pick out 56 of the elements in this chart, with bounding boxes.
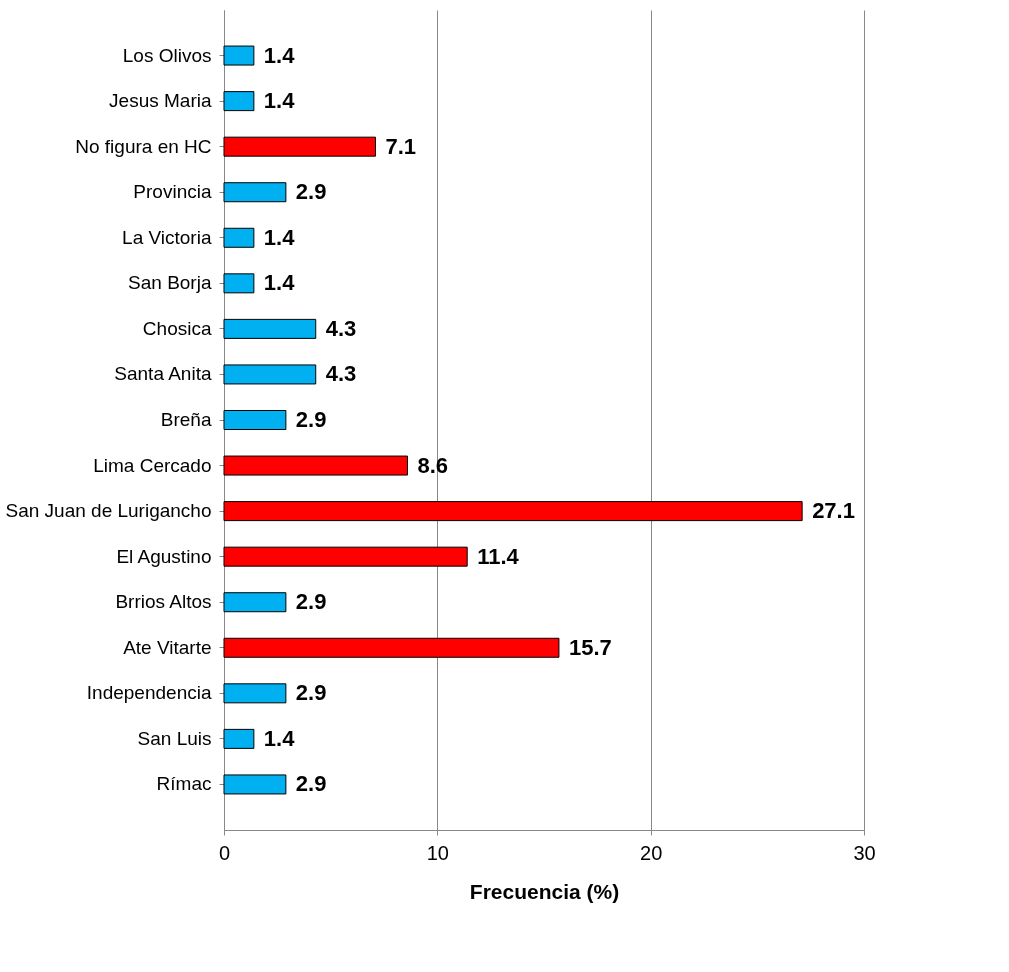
y-tick-label: Jesus Maria — [109, 90, 212, 112]
data-label: 2.9 — [295, 771, 327, 797]
x-tick-label: 30 — [853, 841, 876, 864]
bar — [223, 182, 287, 203]
y-tick-label: San Juan de Lurigancho — [5, 500, 212, 522]
y-tick-label: Lima Cercado — [93, 454, 212, 476]
data-label: 1.4 — [263, 42, 296, 68]
data-label: 4.3 — [325, 315, 357, 341]
bar — [223, 364, 317, 385]
y-tick-label: Rímac — [156, 773, 212, 795]
bar — [223, 728, 255, 749]
x-tick-label: 0 — [218, 841, 231, 864]
bar — [223, 227, 255, 248]
y-tick-label: Santa Anita — [114, 363, 212, 385]
y-tick-label: Brrios Altos — [115, 591, 212, 613]
bar — [223, 592, 287, 613]
x-tick-label: 20 — [640, 841, 663, 864]
y-tick-label: Provincia — [133, 181, 212, 203]
bar — [223, 273, 255, 294]
y-tick-label: El Agustino — [116, 545, 212, 567]
data-label: 7.1 — [385, 133, 417, 159]
bar — [223, 455, 408, 476]
y-tick-label: Ate Vitarte — [123, 636, 212, 658]
data-label: 2.9 — [295, 589, 327, 615]
data-label: 8.6 — [417, 452, 449, 478]
bar — [223, 683, 287, 704]
bar — [223, 501, 803, 522]
y-tick-label: No figura en HC — [75, 135, 212, 157]
x-tick-label: 10 — [426, 841, 449, 864]
bar — [223, 637, 560, 658]
data-label: 1.4 — [263, 270, 296, 296]
data-label: 15.7 — [568, 634, 612, 660]
y-tick-label: Los Olivos — [122, 44, 212, 66]
data-label: 1.4 — [263, 88, 296, 114]
data-label: 4.3 — [325, 361, 357, 387]
data-label: 2.9 — [295, 680, 327, 706]
bar — [223, 410, 287, 430]
data-label: 2.9 — [295, 179, 327, 205]
y-tick-label: Chosica — [142, 317, 212, 339]
y-tick-label: San Borja — [128, 272, 212, 294]
data-label: 1.4 — [263, 725, 296, 751]
data-label: 11.4 — [477, 543, 520, 569]
bar — [223, 318, 317, 339]
y-tick-label: La Victoria — [122, 226, 212, 248]
bar — [223, 774, 287, 795]
data-label: 27.1 — [812, 498, 855, 524]
bar — [223, 91, 255, 112]
y-tick-label: Breña — [160, 409, 212, 430]
y-tick-label: Independencia — [86, 682, 212, 704]
data-label: 2.9 — [295, 407, 327, 432]
y-tick-label: San Luis — [137, 727, 212, 749]
bar — [223, 546, 468, 567]
bar — [223, 45, 255, 66]
data-label: 1.4 — [263, 224, 296, 250]
bar — [223, 136, 376, 157]
x-axis-title: Frecuencia (%) — [469, 879, 620, 903]
